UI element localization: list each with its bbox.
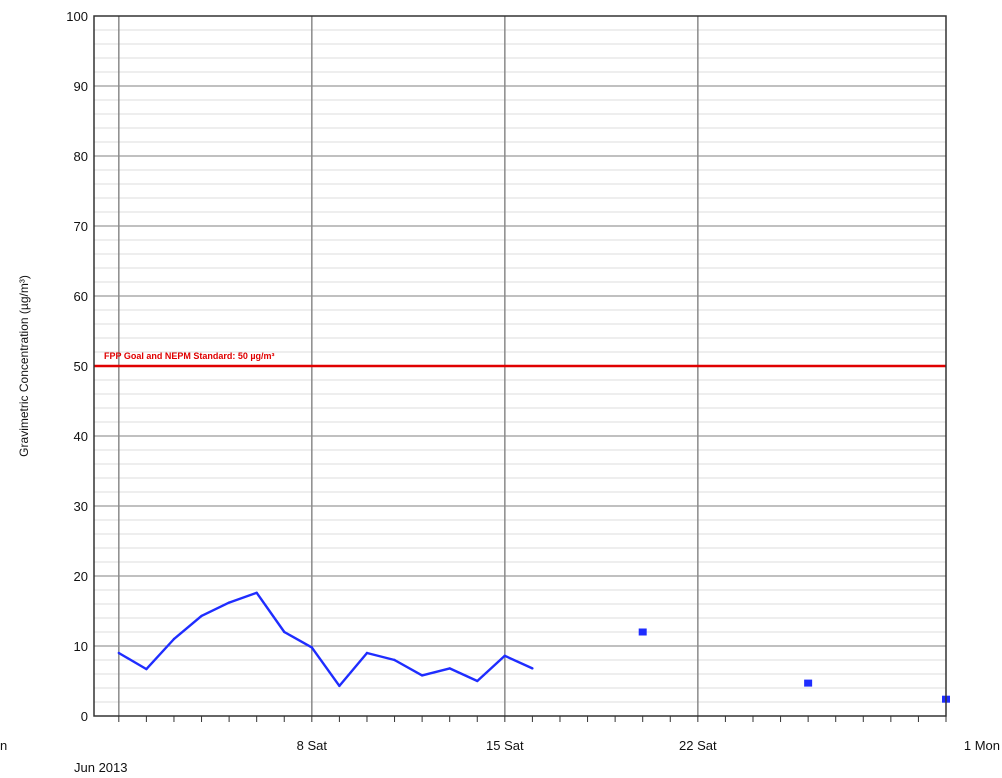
y-tick-label: 90 <box>74 79 88 94</box>
data-point <box>420 674 424 677</box>
y-tick-label: 20 <box>74 569 88 584</box>
x-tick-label: 15 Sat <box>486 738 524 753</box>
data-point <box>172 637 176 641</box>
y-tick-label: 0 <box>81 709 88 724</box>
y-tick-labels: 0 10 20 30 40 50 60 70 80 90 100 <box>66 9 88 724</box>
y-tick-label: 30 <box>74 499 88 514</box>
y-tick-label: 60 <box>74 289 88 304</box>
series-line <box>118 591 533 688</box>
reference-line-group: FPP Goal and NEPM Standard: 50 µg/m³ <box>94 351 946 368</box>
data-point <box>393 658 396 662</box>
x-tick-label: 22 Sat <box>679 738 717 753</box>
plot-frame <box>93 15 947 717</box>
data-point <box>365 651 369 655</box>
minor-grid <box>94 29 946 703</box>
y-tick-label: 10 <box>74 639 88 654</box>
data-point <box>117 651 121 655</box>
data-point <box>310 646 314 649</box>
y-axis-label: Gravimetric Concentration (µg/m³) <box>17 275 31 457</box>
y-tick-label: 70 <box>74 219 88 234</box>
data-point-marker <box>804 679 813 687</box>
data-point <box>200 614 203 618</box>
x-tick-labels: n 8 Sat 15 Sat 22 Sat 1 Mon <box>0 738 1000 753</box>
data-point-marker <box>638 628 647 636</box>
data-point <box>145 667 148 671</box>
data-point <box>227 601 231 604</box>
data-point <box>283 630 286 634</box>
y-tick-label: 50 <box>74 359 88 374</box>
y-tick-label: 100 <box>66 9 88 24</box>
data-point <box>255 591 258 594</box>
data-point <box>448 667 451 670</box>
data-point <box>531 667 534 670</box>
x-tick-label: 1 Mon <box>964 738 1000 753</box>
data-point <box>503 654 507 657</box>
y-tick-label: 80 <box>74 149 88 164</box>
x-tick-label: 8 Sat <box>297 738 328 753</box>
data-point <box>476 679 479 683</box>
x-minor-ticks <box>118 716 947 722</box>
x-tick-label: n <box>0 738 7 753</box>
data-point <box>338 684 341 688</box>
y-tick-label: 40 <box>74 429 88 444</box>
reference-line-label: FPP Goal and NEPM Standard: 50 µg/m³ <box>104 351 275 361</box>
x-axis-month-label: Jun 2013 <box>74 760 128 775</box>
